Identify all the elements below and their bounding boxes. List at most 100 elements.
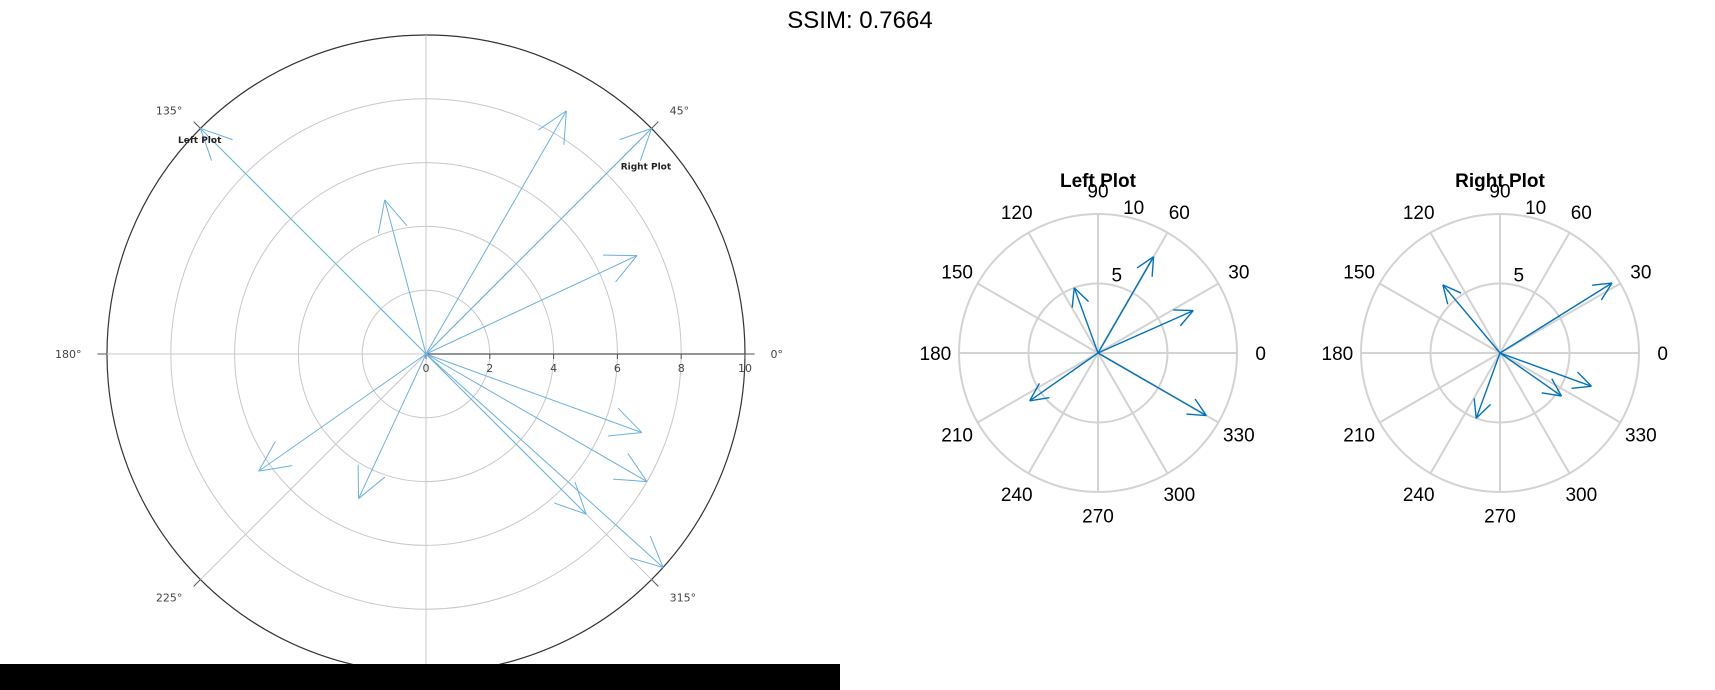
arrow-head-right bbox=[1473, 398, 1477, 419]
arrow-head-left bbox=[627, 453, 648, 482]
arrow-head-left bbox=[1136, 256, 1154, 269]
theta-tick-label: 45° bbox=[670, 104, 690, 117]
arrow-head-left bbox=[1071, 287, 1075, 308]
theta-tick-label: 150 bbox=[1343, 263, 1375, 284]
arrow-head-right bbox=[1073, 287, 1090, 303]
theta-tick-mark bbox=[651, 579, 659, 587]
plot-title: Left Plot bbox=[1060, 171, 1137, 192]
theta-tick-label: 0 bbox=[1255, 344, 1266, 365]
theta-tick-label: 240 bbox=[1403, 485, 1435, 506]
arrow-shaft bbox=[425, 353, 587, 515]
arrow-shaft bbox=[425, 353, 664, 568]
theta-tick-label: 30 bbox=[1228, 263, 1249, 284]
quiver-arrow bbox=[258, 353, 427, 472]
arrow-shaft bbox=[1499, 282, 1613, 354]
theta-tick-mark bbox=[193, 579, 201, 587]
theta-tick-label: 120 bbox=[1403, 203, 1435, 224]
arrow-head-left bbox=[258, 465, 293, 472]
theta-tick-label: 0° bbox=[771, 348, 784, 361]
plot-annotation: Right Plot bbox=[621, 162, 672, 172]
quiver-arrow bbox=[1029, 352, 1099, 402]
arrow-head-left bbox=[574, 481, 587, 515]
arrow-shaft bbox=[258, 353, 427, 472]
theta-tick-label: 30 bbox=[1630, 263, 1651, 284]
arrow-head-right bbox=[384, 199, 408, 227]
arrow-shaft bbox=[1097, 352, 1207, 417]
arrow-head-right bbox=[613, 478, 648, 483]
arrow-shaft bbox=[1475, 352, 1501, 419]
quiver-arrow bbox=[425, 353, 587, 515]
arrow-head-right bbox=[1600, 282, 1613, 301]
theta-tick-label: 135° bbox=[156, 104, 183, 117]
quiver-arrow bbox=[1097, 352, 1207, 417]
arrow-shaft bbox=[384, 199, 427, 355]
arrow-shaft bbox=[425, 128, 652, 355]
arrow-shaft bbox=[425, 353, 648, 483]
arrow-shaft bbox=[1499, 352, 1592, 387]
arrow-head-left bbox=[1173, 309, 1194, 312]
arrow-head-right bbox=[553, 502, 587, 515]
bottom-black-bar bbox=[0, 664, 840, 690]
arrow-head-left bbox=[377, 199, 386, 234]
arrow-shaft bbox=[1499, 352, 1562, 397]
r-tick-label: 10 bbox=[1525, 198, 1546, 219]
quiver-arrow bbox=[425, 353, 664, 568]
theta-tick-label: 60 bbox=[1169, 203, 1190, 224]
arrow-shaft bbox=[358, 353, 427, 499]
r-tick-label: 0 bbox=[423, 362, 430, 375]
arrow-head-left bbox=[1475, 403, 1492, 419]
arrow-shaft bbox=[1442, 284, 1501, 354]
theta-tick-label: 0 bbox=[1657, 344, 1668, 365]
theta-tick-label: 90 bbox=[1489, 181, 1510, 202]
arrow-head-right bbox=[1186, 413, 1207, 417]
arrow-shaft bbox=[1029, 352, 1099, 402]
r-tick-label: 4 bbox=[550, 362, 557, 375]
arrow-head-left bbox=[619, 127, 652, 141]
r-tick-label: 6 bbox=[614, 362, 621, 375]
arrow-head-right bbox=[563, 110, 567, 145]
quiver-arrow bbox=[377, 199, 427, 355]
quiver-arrow bbox=[1442, 284, 1501, 354]
theta-tick-mark bbox=[193, 121, 201, 129]
quiver-arrow bbox=[425, 353, 648, 483]
right-small-polar-plot: Right Plot 0 30 60 90 120 150 180 210 240 270 300 33… bbox=[1322, 171, 1668, 528]
quiver-arrow bbox=[199, 127, 427, 355]
arrow-head-right bbox=[258, 441, 276, 472]
quiver-arrow bbox=[1071, 287, 1099, 354]
arrow-head-left bbox=[1029, 396, 1050, 402]
theta-tick-label: 90 bbox=[1087, 181, 1108, 202]
arrow-shaft bbox=[425, 255, 638, 355]
arrow-shaft bbox=[1097, 256, 1155, 354]
r-tick-label: 2 bbox=[486, 362, 493, 375]
arrow-head-left bbox=[617, 407, 643, 433]
arrow-shaft bbox=[1097, 309, 1194, 354]
arrow-head-right bbox=[1151, 256, 1155, 277]
theta-tick-label: 300 bbox=[1565, 485, 1597, 506]
theta-tick-label: 60 bbox=[1571, 203, 1592, 224]
quiver-arrow bbox=[425, 127, 653, 355]
ssim-label: SSIM: 0.7664 bbox=[787, 7, 932, 34]
arrow-head-left bbox=[1442, 284, 1449, 305]
quiver-arrow bbox=[425, 110, 567, 355]
theta-tick-label: 270 bbox=[1484, 507, 1516, 528]
quiver-arrow bbox=[1499, 352, 1592, 389]
arrow-head-right bbox=[1541, 392, 1562, 397]
quiver-arrow bbox=[1499, 282, 1613, 354]
theta-tick-label: 180 bbox=[920, 344, 952, 365]
quiver-arrow bbox=[1097, 256, 1155, 354]
arrow-head-right bbox=[1571, 385, 1592, 389]
theta-tick-label: 210 bbox=[941, 425, 973, 446]
arrow-head-left bbox=[1551, 378, 1563, 397]
arrow-shaft bbox=[1073, 287, 1099, 354]
arrow-head-left bbox=[358, 476, 386, 499]
left-small-polar-plot: Left Plot 0 30 60 90 120 150 180 210 240 270 300 330… bbox=[920, 171, 1266, 528]
theta-tick-label: 210 bbox=[1343, 425, 1375, 446]
quiver-arrow bbox=[1473, 352, 1501, 419]
arrow-shaft bbox=[425, 353, 642, 434]
theta-tick-label: 300 bbox=[1163, 485, 1195, 506]
quiver-arrow bbox=[357, 353, 427, 499]
theta-tick-label: 240 bbox=[1001, 485, 1033, 506]
arrow-head-right bbox=[200, 127, 233, 141]
arrow-head-right bbox=[639, 128, 653, 161]
